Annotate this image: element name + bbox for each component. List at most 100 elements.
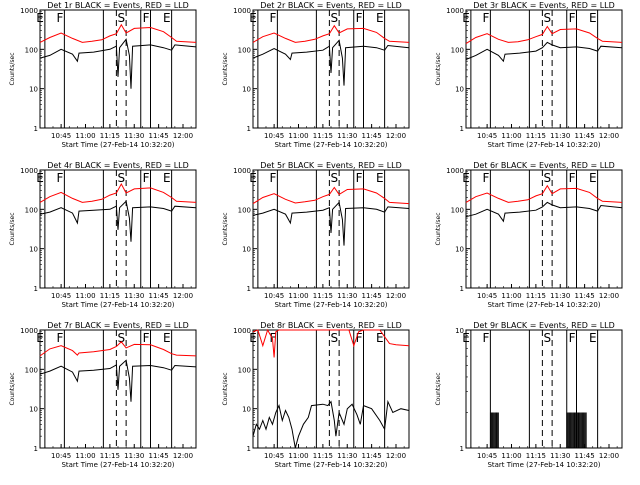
x-tick-label: 11:30 bbox=[550, 292, 570, 300]
x-tick-label: 11:15 bbox=[526, 292, 546, 300]
x-tick-label: 11:30 bbox=[337, 292, 357, 300]
marker-label: F bbox=[143, 11, 150, 25]
x-axis-label: Start Time (27-Feb-14 10:32:20) bbox=[487, 301, 600, 309]
x-tick-label: 11:15 bbox=[313, 292, 333, 300]
marker-label: E bbox=[163, 11, 171, 25]
x-axis-label: Start Time (27-Feb-14 10:32:20) bbox=[487, 141, 600, 149]
chart-title: Det 6r BLACK = Events, RED = LLD bbox=[473, 161, 615, 170]
marker-label: S bbox=[331, 171, 339, 185]
series-lld-line bbox=[252, 24, 410, 43]
x-tick-label: 11:45 bbox=[362, 452, 382, 460]
x-axis-label: Start Time (27-Feb-14 10:32:20) bbox=[61, 301, 174, 309]
chart-panel-8: Det 8r BLACK = Events, RED = LLD 1 10 100 10… bbox=[222, 321, 410, 469]
marker-label: E bbox=[36, 11, 44, 25]
x-tick-label: 11:00 bbox=[75, 452, 95, 460]
marker-label: F bbox=[269, 331, 276, 345]
chart-title: Det 8r BLACK = Events, RED = LLD bbox=[260, 321, 402, 330]
chart-panel-5: Det 5r BLACK = Events, RED = LLD 1 10 100 10… bbox=[222, 161, 410, 309]
marker-label: E bbox=[249, 11, 257, 25]
series-events-line bbox=[252, 399, 410, 449]
x-axis-label: Start Time (27-Feb-14 10:32:20) bbox=[274, 301, 387, 309]
x-axis-label: Start Time (27-Feb-14 10:32:20) bbox=[274, 141, 387, 149]
x-tick-label: 11:00 bbox=[288, 452, 308, 460]
marker-label: E bbox=[376, 171, 384, 185]
x-tick-label: 11:00 bbox=[288, 132, 308, 140]
y-tick-label: 10 bbox=[242, 86, 251, 94]
y-tick-label: 100 bbox=[238, 366, 251, 374]
x-tick-label: 11:00 bbox=[501, 132, 521, 140]
marker-label: F bbox=[569, 331, 576, 345]
marker-label: F bbox=[56, 331, 63, 345]
y-tick-label: 1 bbox=[460, 285, 464, 293]
y-tick-label: 100 bbox=[25, 46, 38, 54]
plot-frame bbox=[465, 169, 623, 289]
x-tick-label: 10:45 bbox=[477, 292, 497, 300]
x-tick-label: 12:00 bbox=[173, 292, 193, 300]
marker-label: E bbox=[249, 331, 257, 345]
series-events-line bbox=[252, 201, 410, 246]
x-tick-label: 11:30 bbox=[124, 292, 144, 300]
x-axis-label: Start Time (27-Feb-14 10:32:20) bbox=[61, 461, 174, 469]
x-tick-label: 11:15 bbox=[100, 132, 120, 140]
marker-label: F bbox=[56, 171, 63, 185]
x-tick-label: 11:00 bbox=[501, 292, 521, 300]
y-axis-label: Counts/sec bbox=[9, 372, 16, 405]
series-events-line bbox=[39, 38, 197, 89]
x-tick-label: 11:45 bbox=[149, 452, 169, 460]
x-axis-label: Start Time (27-Feb-14 10:32:20) bbox=[487, 461, 600, 469]
chart-panel-4: Det 4r BLACK = Events, RED = LLD 1 10 100 10… bbox=[9, 161, 197, 309]
x-tick-label: 11:30 bbox=[124, 132, 144, 140]
marker-label: E bbox=[376, 331, 384, 345]
chart-panel-7: Det 7r BLACK = Events, RED = LLD 1 10 100 10… bbox=[9, 321, 197, 469]
x-tick-label: 12:00 bbox=[386, 452, 406, 460]
marker-label: E bbox=[462, 331, 470, 345]
x-tick-label: 11:45 bbox=[149, 292, 169, 300]
y-tick-label: 1 bbox=[34, 125, 38, 133]
marker-label: E bbox=[589, 11, 597, 25]
y-tick-label: 1 bbox=[34, 445, 38, 453]
x-tick-label: 11:45 bbox=[575, 452, 595, 460]
y-tick-label: 1000 bbox=[20, 167, 38, 175]
marker-label: E bbox=[462, 11, 470, 25]
x-tick-label: 11:15 bbox=[100, 292, 120, 300]
y-tick-label: 1 bbox=[247, 125, 251, 133]
x-tick-label: 11:45 bbox=[575, 132, 595, 140]
series-lld-line bbox=[465, 184, 623, 203]
x-tick-label: 10:45 bbox=[264, 452, 284, 460]
y-tick-label: 10 bbox=[455, 246, 464, 254]
y-tick-label: 100 bbox=[451, 46, 464, 54]
y-axis-label: Counts/sec bbox=[222, 212, 229, 245]
marker-label: S bbox=[544, 331, 552, 345]
x-axis-label: Start Time (27-Feb-14 10:32:20) bbox=[61, 141, 174, 149]
series-lld-line bbox=[39, 182, 197, 203]
x-tick-label: 11:45 bbox=[362, 132, 382, 140]
y-tick-label: 10 bbox=[29, 246, 38, 254]
chart-title: Det 1r BLACK = Events, RED = LLD bbox=[47, 1, 189, 10]
x-tick-label: 12:00 bbox=[386, 292, 406, 300]
y-tick-label: 100 bbox=[238, 206, 251, 214]
chart-panel-9: Det 9r BLACK = Events, RED = LLD 1 10 Count… bbox=[435, 321, 623, 469]
x-tick-label: 11:30 bbox=[337, 452, 357, 460]
y-tick-label: 1 bbox=[247, 285, 251, 293]
plot-frame bbox=[465, 9, 623, 129]
x-tick-label: 10:45 bbox=[264, 292, 284, 300]
x-tick-label: 12:00 bbox=[386, 132, 406, 140]
y-axis-label: Counts/sec bbox=[222, 52, 229, 85]
marker-label: S bbox=[118, 11, 126, 25]
series-lld-line bbox=[465, 25, 623, 45]
series-events-line bbox=[39, 359, 197, 402]
x-tick-label: 10:45 bbox=[51, 292, 71, 300]
y-tick-label: 1000 bbox=[446, 7, 464, 15]
x-tick-label: 11:15 bbox=[313, 452, 333, 460]
x-tick-label: 11:30 bbox=[550, 452, 570, 460]
marker-label: F bbox=[269, 171, 276, 185]
y-tick-label: 1000 bbox=[233, 327, 251, 335]
x-tick-label: 11:30 bbox=[550, 132, 570, 140]
x-tick-label: 12:00 bbox=[599, 452, 619, 460]
x-tick-label: 11:15 bbox=[313, 132, 333, 140]
y-tick-label: 1000 bbox=[20, 7, 38, 15]
x-tick-label: 11:45 bbox=[149, 132, 169, 140]
chart-title: Det 7r BLACK = Events, RED = LLD bbox=[47, 321, 189, 330]
marker-label: F bbox=[482, 331, 489, 345]
marker-label: E bbox=[462, 171, 470, 185]
